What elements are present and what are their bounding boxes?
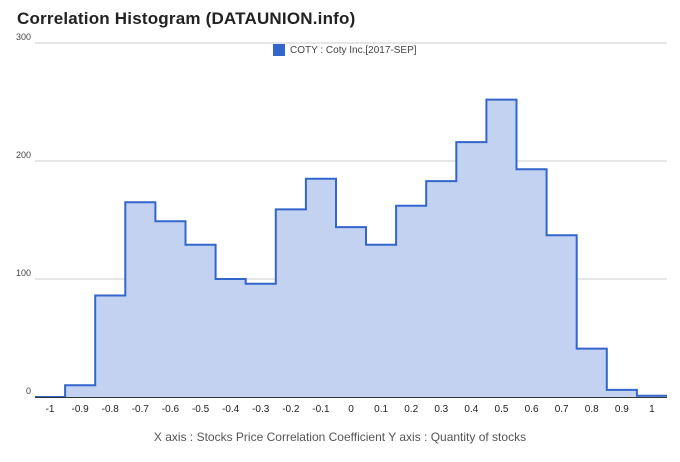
y-tick-label: 200: [16, 150, 31, 160]
x-tick-label: 1: [649, 404, 655, 415]
x-tick-label: 0.1: [374, 404, 388, 415]
histogram-bin: [607, 390, 637, 397]
histogram-chart: 0 100 200 300 -1 -0.9 -0.8 -0.7 -0.6 -0.5 -0.4 -0.3…: [16, 32, 667, 415]
x-tick-label: 0: [348, 404, 354, 415]
chart-title: Correlation Histogram (DATAUNION.info): [17, 9, 356, 28]
histogram-bin: [276, 209, 306, 397]
histogram-bin: [65, 385, 95, 397]
legend-label: COTY : Coty Inc.[2017-SEP]: [290, 44, 417, 56]
axis-caption: X axis : Stocks Price Correlation Coeffi…: [153, 430, 527, 444]
x-tick-label: -0.4: [222, 404, 240, 415]
histogram-bin: [336, 227, 366, 397]
histogram-bin: [125, 202, 155, 397]
y-tick-label: 0: [26, 386, 31, 396]
histogram-bin: [155, 221, 185, 397]
histogram-bin: [426, 181, 456, 397]
x-tick-label: 0.8: [585, 404, 599, 415]
histogram-bin: [216, 279, 246, 397]
x-tick-label: 0.9: [615, 404, 629, 415]
series-line: [35, 98, 667, 398]
y-tick-label: 100: [16, 268, 31, 278]
x-tick-label: 0.5: [495, 404, 509, 415]
x-tick-label: 0.3: [434, 404, 448, 415]
histogram-bin: [637, 396, 667, 397]
histogram-bin: [486, 100, 516, 397]
x-tick-label: 0.6: [525, 404, 539, 415]
legend: COTY : Coty Inc.[2017-SEP]: [273, 43, 417, 57]
histogram-bin: [185, 245, 215, 397]
x-tick-label: -0.2: [282, 404, 300, 415]
histogram-bin: [366, 245, 396, 397]
x-tick-label: -0.6: [162, 404, 180, 415]
x-tick-label: 0.2: [404, 404, 418, 415]
x-tick-label: 0.4: [464, 404, 478, 415]
histogram-bin: [95, 296, 125, 397]
x-tick-label: -0.8: [102, 404, 120, 415]
histogram-bin: [396, 206, 426, 397]
x-tick-label: -0.3: [252, 404, 270, 415]
x-tick-label: 0.7: [555, 404, 569, 415]
histogram-bin: [306, 179, 336, 397]
series-area: [35, 99, 667, 397]
x-tick-label: -0.9: [72, 404, 90, 415]
y-tick-label: 300: [16, 32, 31, 42]
x-tick-label: -0.1: [312, 404, 330, 415]
x-tick-label: -1: [46, 404, 55, 415]
histogram-bin: [517, 169, 547, 397]
x-tick-label: -0.5: [192, 404, 210, 415]
x-tick-label: -0.7: [132, 404, 150, 415]
legend-swatch: [273, 44, 285, 56]
histogram-bin: [246, 284, 276, 397]
histogram-bin: [547, 235, 577, 397]
histogram-bin: [577, 349, 607, 397]
histogram-bin: [456, 142, 486, 397]
